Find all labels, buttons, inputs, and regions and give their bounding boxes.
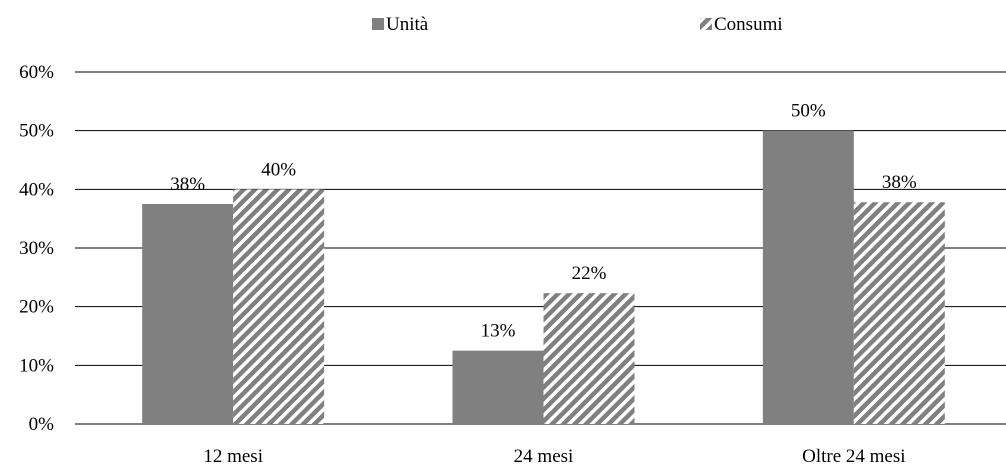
y-tick-label: 0% [29, 414, 55, 435]
data-label: 40% [261, 159, 296, 180]
y-tick-label: 40% [19, 179, 54, 200]
y-tick-label: 50% [19, 121, 54, 142]
y-tick-label: 20% [19, 297, 54, 318]
legend-swatch-unita [372, 18, 384, 30]
legend: Unità Consumi [372, 14, 783, 35]
y-axis: 0% 10% 20% 30% 40% 50% 60% [19, 62, 54, 435]
data-label: 38% [882, 172, 917, 193]
legend-label: Consumi [714, 14, 783, 35]
bar-unita-2 [452, 350, 544, 424]
x-category-label: 12 mesi [203, 446, 263, 467]
x-category-label: Oltre 24 mesi [802, 446, 905, 467]
bar-consumi-1 [233, 189, 325, 424]
x-category-label: 24 mesi [514, 446, 574, 467]
y-tick-label: 60% [19, 62, 54, 83]
data-label: 22% [572, 263, 607, 284]
data-label: 38% [170, 174, 205, 195]
bars [142, 130, 945, 424]
data-label: 50% [791, 101, 826, 122]
data-labels: 38% 40% 13% 22% 50% 38% [170, 101, 917, 342]
bar-unita-1 [142, 204, 234, 424]
y-tick-label: 30% [19, 238, 54, 259]
data-label: 13% [481, 321, 516, 342]
x-axis: 12 mesi 24 mesi Oltre 24 mesi [203, 446, 905, 467]
legend-label: Unità [386, 14, 429, 35]
bar-unita-3 [762, 130, 854, 424]
bar-consumi-2 [543, 293, 635, 424]
bar-consumi-3 [853, 202, 945, 424]
y-tick-label: 10% [19, 355, 54, 376]
legend-swatch-consumi [700, 18, 712, 30]
